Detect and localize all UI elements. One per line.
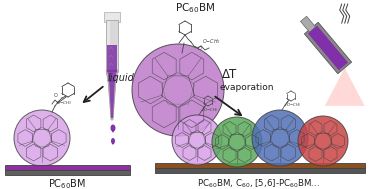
Text: PC$_{60}$BM, C$_{60}$, [5,6]-PC$_{60}$BM...: PC$_{60}$BM, C$_{60}$, [5,6]-PC$_{60}$BM…	[196, 178, 319, 189]
Polygon shape	[109, 80, 115, 118]
Text: PC$_{60}$BM: PC$_{60}$BM	[48, 177, 86, 189]
FancyBboxPatch shape	[308, 26, 348, 70]
Polygon shape	[107, 21, 110, 71]
Text: ΔT: ΔT	[222, 68, 237, 81]
Text: $O$$-$$CH_3$: $O$$-$$CH_3$	[286, 101, 302, 109]
Polygon shape	[112, 143, 114, 145]
Text: evaporation: evaporation	[220, 83, 275, 92]
Circle shape	[252, 110, 308, 166]
Polygon shape	[107, 70, 117, 82]
FancyBboxPatch shape	[300, 16, 316, 32]
Polygon shape	[107, 45, 117, 72]
Text: liquid: liquid	[108, 73, 135, 83]
Text: O: O	[54, 93, 58, 98]
Text: $O$$-$$CH_3$: $O$$-$$CH_3$	[56, 99, 72, 107]
Circle shape	[172, 115, 222, 165]
FancyBboxPatch shape	[305, 22, 352, 74]
Text: $O$$-$$CH_3$: $O$$-$$CH_3$	[203, 106, 218, 114]
Polygon shape	[106, 70, 118, 82]
Polygon shape	[104, 12, 120, 22]
Circle shape	[298, 116, 348, 166]
Polygon shape	[106, 20, 118, 72]
Text: O: O	[198, 46, 202, 51]
Circle shape	[132, 44, 224, 136]
Circle shape	[212, 117, 262, 167]
Text: $O$$-$$CH_3$: $O$$-$$CH_3$	[202, 37, 221, 46]
Circle shape	[14, 110, 70, 166]
Ellipse shape	[111, 125, 115, 132]
Polygon shape	[155, 163, 365, 168]
Polygon shape	[155, 168, 365, 173]
Polygon shape	[5, 165, 130, 170]
Ellipse shape	[111, 138, 115, 144]
Polygon shape	[111, 130, 114, 133]
Polygon shape	[325, 68, 365, 106]
Polygon shape	[5, 170, 130, 175]
Text: PC$_{60}$BM: PC$_{60}$BM	[175, 1, 215, 15]
Polygon shape	[108, 80, 116, 120]
